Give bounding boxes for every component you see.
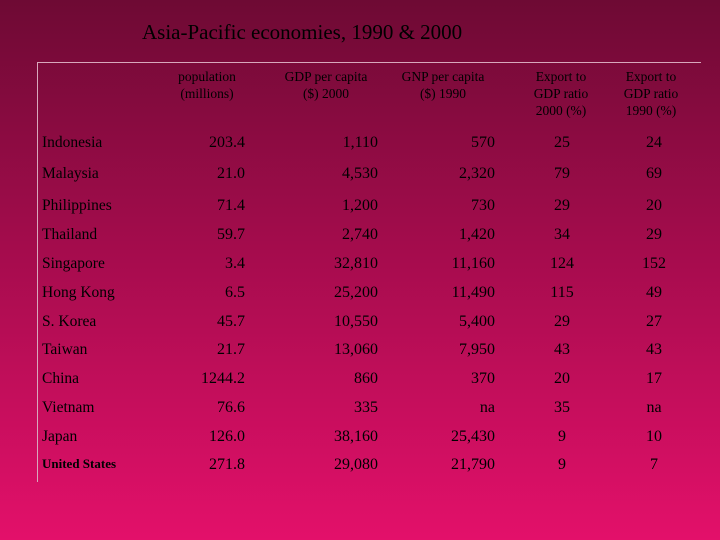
table-cell: 271.8 <box>209 456 245 473</box>
row-label: United States <box>42 456 117 471</box>
table-cell: 29 <box>554 197 570 214</box>
table-cell: 34 <box>554 226 570 243</box>
row-label: Japan <box>42 428 78 445</box>
table-cell: 1,200 <box>342 197 378 214</box>
row-label: S. Korea <box>42 313 97 330</box>
row-label: Singapore <box>42 255 105 272</box>
column-header: GNP per capita ($) 1990 <box>401 69 485 101</box>
table-cell: 21.0 <box>217 165 245 182</box>
table-cell: 71.4 <box>217 197 245 214</box>
table-cell: 59.7 <box>217 226 245 243</box>
table-cell: 20 <box>554 370 570 387</box>
table-cell: 20 <box>646 197 662 214</box>
row-label: Vietnam <box>42 399 95 416</box>
table-cell: 6.5 <box>225 284 245 301</box>
table-cell: 11,490 <box>451 284 495 301</box>
table-cell: 79 <box>554 165 570 182</box>
column-header: Export to GDP ratio 1990 (%) <box>623 69 679 118</box>
table-cell: 17 <box>646 370 662 387</box>
table-cell: 45.7 <box>217 313 245 330</box>
table-cell: 730 <box>471 197 495 214</box>
table-cell: 13,060 <box>334 341 378 358</box>
table-frame <box>37 62 701 482</box>
table-cell: 76.6 <box>217 399 245 416</box>
table-cell: 10,550 <box>334 313 378 330</box>
table-cell: 35 <box>554 399 570 416</box>
table-cell: 25,200 <box>334 284 378 301</box>
table-cell: 49 <box>646 284 662 301</box>
table-cell: 2,320 <box>459 165 495 182</box>
table-cell: 203.4 <box>209 134 245 151</box>
row-label: Malaysia <box>42 165 99 182</box>
table-cell: 25 <box>554 134 570 151</box>
table-cell: 370 <box>471 370 495 387</box>
table-cell: na <box>479 399 495 416</box>
table-cell: 7 <box>650 456 658 473</box>
table-cell: 1,420 <box>459 226 495 243</box>
table-cell: 25,430 <box>451 428 495 445</box>
table-cell: 43 <box>554 341 570 358</box>
table-cell: 43 <box>646 341 662 358</box>
table-cell: 7,950 <box>459 341 495 358</box>
table-cell: 11,160 <box>451 255 495 272</box>
row-label: Philippines <box>42 197 112 214</box>
table-cell: 24 <box>646 134 662 151</box>
table-cell: 570 <box>471 134 495 151</box>
table-cell: 2,740 <box>342 226 378 243</box>
row-label: China <box>42 370 80 387</box>
table-cell: 21.7 <box>217 341 245 358</box>
table-cell: 27 <box>646 313 662 330</box>
table-cell: na <box>646 399 662 416</box>
table-cell: 69 <box>646 165 662 182</box>
slide-title: Asia-Pacific economies, 1990 & 2000 <box>142 20 463 44</box>
table-cell: 38,160 <box>334 428 378 445</box>
row-label: Taiwan <box>42 341 88 358</box>
table-cell: 124 <box>550 255 574 272</box>
column-header: population (millions) <box>178 69 236 101</box>
table-cell: 152 <box>642 255 666 272</box>
table-cell: 5,400 <box>459 313 495 330</box>
table-cell: 32,810 <box>334 255 378 272</box>
table-cell: 21,790 <box>451 456 495 473</box>
table-cell: 10 <box>646 428 662 445</box>
table-cell: 335 <box>354 399 378 416</box>
row-label: Thailand <box>42 226 98 243</box>
table-cell: 29,080 <box>334 456 378 473</box>
table-cell: 1244.2 <box>201 370 245 387</box>
row-label: Indonesia <box>42 134 103 151</box>
table-cell: 1,110 <box>342 134 378 151</box>
column-header: Export to GDP ratio 2000 (%) <box>533 69 589 118</box>
table-cell: 9 <box>558 456 566 473</box>
table-cell: 126.0 <box>209 428 245 445</box>
table-cell: 29 <box>554 313 570 330</box>
column-header: GDP per capita ($) 2000 <box>284 69 368 101</box>
table-cell: 9 <box>558 428 566 445</box>
table-cell: 3.4 <box>225 255 245 272</box>
table-cell: 115 <box>550 284 574 301</box>
row-label: Hong Kong <box>42 284 115 301</box>
table-cell: 860 <box>354 370 378 387</box>
table-cell: 29 <box>646 226 662 243</box>
table-cell: 4,530 <box>342 165 378 182</box>
